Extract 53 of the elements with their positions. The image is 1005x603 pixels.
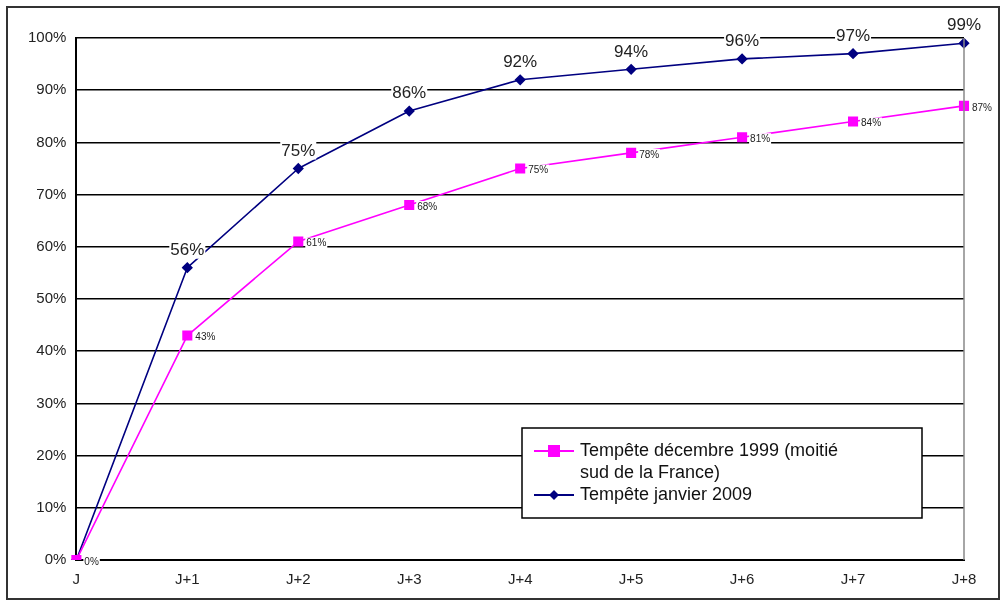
x-tick-label: J+3	[396, 570, 422, 588]
y-tick-label: 0%	[44, 550, 67, 568]
y-tick-label: 50%	[36, 289, 67, 307]
point	[293, 236, 304, 247]
y-tick-label: 30%	[36, 393, 67, 411]
data-label: 86%	[392, 83, 427, 103]
data-label: 61%	[306, 237, 327, 249]
data-label: 78%	[639, 148, 660, 160]
data-label: 97%	[836, 25, 871, 45]
data-label: 0%	[84, 555, 99, 567]
y-tick-label: 60%	[36, 236, 67, 254]
x-tick-label: J+4	[507, 570, 533, 588]
data-label: 92%	[503, 51, 538, 71]
x-tick-label: J+5	[618, 570, 644, 588]
y-tick-label: 80%	[36, 132, 67, 150]
x-tick-label: J	[72, 570, 81, 588]
point	[625, 64, 637, 75]
legend-label: Tempête décembre 1999 (moitié sud de la France)	[580, 439, 839, 482]
point	[404, 200, 415, 211]
data-label: 94%	[614, 41, 649, 61]
point	[847, 48, 859, 59]
point	[182, 330, 193, 341]
data-label: 81%	[750, 132, 771, 144]
data-label: 96%	[725, 31, 760, 51]
x-tick-label: J+1	[175, 570, 200, 588]
point	[737, 132, 748, 143]
data-label: 84%	[861, 117, 882, 129]
data-label: 56%	[170, 239, 205, 259]
x-tick-label: J+8	[951, 570, 977, 588]
x-tick-label: J+6	[729, 570, 755, 588]
point	[182, 262, 193, 273]
y-tick-label: 10%	[36, 497, 67, 515]
point	[736, 53, 748, 65]
y-tick-label: 90%	[36, 80, 67, 98]
data-label: 68%	[417, 200, 438, 212]
data-label: 75%	[281, 140, 316, 160]
point	[292, 163, 304, 174]
point	[514, 74, 526, 86]
x-tick-label: J+7	[840, 570, 866, 588]
legend-label: Tempête janvier 2009	[580, 483, 753, 504]
y-tick-label: 70%	[36, 184, 67, 202]
point	[848, 116, 859, 127]
data-label: 75%	[528, 164, 549, 176]
y-tick-label: 40%	[36, 341, 67, 359]
point	[626, 147, 637, 158]
y-tick-label: 100%	[27, 28, 67, 46]
point	[515, 163, 526, 174]
data-label: 87%	[972, 101, 993, 113]
data-label: 99%	[946, 15, 982, 35]
y-tick-label: 20%	[36, 445, 67, 463]
point	[403, 105, 415, 117]
data-label: 43%	[195, 331, 216, 343]
x-tick-label: J+2	[285, 570, 311, 588]
